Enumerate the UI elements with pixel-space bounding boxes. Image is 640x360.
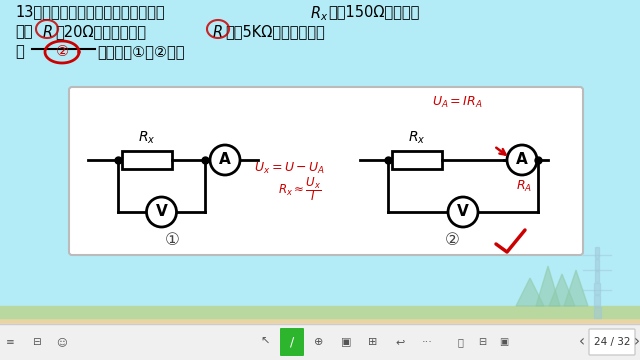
Text: $R$: $R$	[212, 24, 223, 40]
Text: 的: 的	[15, 44, 24, 59]
Bar	[0, 306, 640, 318]
FancyBboxPatch shape	[589, 329, 635, 355]
Text: A: A	[219, 153, 231, 167]
Text: 内阻: 内阻	[15, 24, 33, 39]
Text: $R_x \approx \dfrac{U_x}{I}$: $R_x \approx \dfrac{U_x}{I}$	[278, 175, 322, 203]
Polygon shape	[564, 270, 588, 306]
Text: ②: ②	[445, 231, 460, 249]
Text: ☺: ☺	[56, 337, 67, 347]
Bar	[0, 324, 640, 360]
Text: 13．用伏安法测电阻时，如待测电阻: 13．用伏安法测电阻时，如待测电阻	[15, 4, 164, 19]
Text: 为20Ω，电压表内阻: 为20Ω，电压表内阻	[55, 24, 146, 39]
Text: 约为150Ω，电流表: 约为150Ω，电流表	[328, 4, 419, 19]
Text: ≡: ≡	[6, 337, 14, 347]
Text: V: V	[156, 204, 168, 220]
Circle shape	[147, 197, 177, 227]
Text: /: /	[290, 336, 294, 348]
Bar	[595, 247, 599, 258]
Text: 🎙: 🎙	[457, 337, 463, 347]
Text: $U_x= U-U_A$: $U_x= U-U_A$	[255, 161, 326, 176]
Bar	[595, 259, 599, 270]
Text: V: V	[457, 204, 469, 220]
Text: ⊞: ⊞	[368, 337, 378, 347]
Text: ②: ②	[56, 45, 68, 59]
Bar	[122, 151, 172, 169]
FancyBboxPatch shape	[69, 87, 583, 255]
Bar	[0, 318, 640, 360]
Text: $R$: $R$	[42, 24, 52, 40]
Text: ⊕: ⊕	[314, 337, 324, 347]
Text: $R_x$: $R_x$	[310, 4, 328, 23]
Text: 约为5KΩ，应该用图中: 约为5KΩ，应该用图中	[225, 24, 324, 39]
Text: ···: ···	[422, 337, 433, 347]
Text: $R_A$: $R_A$	[516, 179, 532, 194]
Bar	[594, 295, 600, 306]
Polygon shape	[536, 266, 560, 306]
Text: ⊟: ⊟	[31, 337, 40, 347]
Bar	[594, 283, 600, 294]
Text: ›: ›	[634, 334, 640, 350]
Circle shape	[507, 145, 537, 175]
Circle shape	[210, 145, 240, 175]
FancyBboxPatch shape	[280, 328, 304, 356]
Polygon shape	[516, 278, 544, 306]
Text: ‹: ‹	[579, 334, 585, 350]
Text: $R_x$: $R_x$	[408, 130, 426, 146]
Polygon shape	[549, 274, 575, 306]
Text: $U_A= IR_A$: $U_A= IR_A$	[432, 94, 483, 109]
Bar	[593, 307, 600, 318]
Circle shape	[448, 197, 478, 227]
Text: $R_x$: $R_x$	[138, 130, 156, 146]
Text: A: A	[516, 153, 528, 167]
Bar	[595, 271, 600, 282]
Text: ①: ①	[164, 231, 179, 249]
Text: ⊟: ⊟	[478, 337, 486, 347]
Bar	[392, 151, 442, 169]
Text: ▣: ▣	[340, 337, 351, 347]
Text: ↩: ↩	[396, 337, 404, 347]
Text: 24 / 32: 24 / 32	[594, 337, 630, 347]
Text: 电路（填①或②），: 电路（填①或②），	[97, 44, 184, 59]
Text: ↖: ↖	[260, 337, 269, 347]
Text: ▣: ▣	[499, 337, 509, 347]
